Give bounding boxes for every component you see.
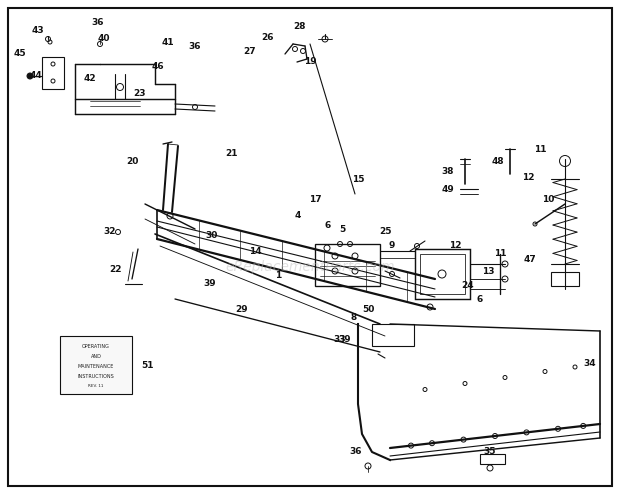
Text: 26: 26	[261, 34, 273, 42]
Circle shape	[27, 73, 33, 79]
Bar	[551, 272, 579, 286]
Text: 46: 46	[152, 63, 164, 72]
Text: 49: 49	[441, 184, 454, 194]
Bar	[415, 249, 470, 299]
Bar	[420, 254, 465, 294]
Text: 39: 39	[339, 334, 352, 343]
Text: 10: 10	[542, 195, 554, 204]
Text: AND: AND	[91, 354, 102, 359]
Text: 36: 36	[350, 448, 362, 456]
Bar	[60, 336, 132, 394]
Text: 12: 12	[449, 242, 461, 250]
Text: 21: 21	[226, 150, 238, 159]
Text: 25: 25	[379, 228, 391, 237]
Text: 42: 42	[84, 75, 96, 83]
Text: 15: 15	[352, 174, 365, 183]
Text: 27: 27	[244, 47, 256, 56]
Text: 43: 43	[32, 27, 44, 36]
Text: 9: 9	[389, 242, 395, 250]
Text: 29: 29	[236, 304, 249, 314]
Text: 38: 38	[441, 167, 454, 176]
Text: 50: 50	[362, 304, 374, 314]
Text: 12: 12	[522, 173, 534, 182]
Text: MAINTENANCE: MAINTENANCE	[78, 364, 114, 369]
Text: 47: 47	[524, 255, 536, 264]
Text: 19: 19	[304, 57, 316, 67]
Text: 36: 36	[92, 18, 104, 28]
Text: eReplacementParts.com: eReplacementParts.com	[225, 260, 395, 274]
Text: OPERATING: OPERATING	[82, 343, 110, 348]
Text: 6: 6	[477, 295, 483, 304]
Bar	[315, 244, 380, 286]
Text: 45: 45	[14, 49, 26, 58]
Text: 30: 30	[206, 232, 218, 241]
Text: 32: 32	[104, 228, 117, 237]
Text: 5: 5	[339, 224, 345, 234]
Bar	[480, 454, 505, 464]
Text: 8: 8	[351, 313, 357, 322]
Text: 11: 11	[534, 145, 546, 154]
Text: 20: 20	[126, 157, 138, 165]
Text: REV. 11: REV. 11	[88, 384, 104, 388]
Text: 22: 22	[108, 264, 122, 274]
Text: 48: 48	[492, 158, 504, 166]
Text: 44: 44	[30, 72, 42, 81]
Bar	[372, 324, 414, 346]
Text: 17: 17	[309, 195, 321, 204]
Text: 36: 36	[188, 42, 202, 51]
Bar	[42, 57, 64, 89]
Text: 34: 34	[583, 360, 596, 369]
Text: INSTRUCTIONS: INSTRUCTIONS	[78, 373, 114, 378]
Text: 41: 41	[162, 39, 174, 47]
Text: 51: 51	[142, 362, 154, 370]
Text: 4: 4	[295, 211, 301, 220]
Text: 6: 6	[325, 221, 331, 231]
Text: 23: 23	[134, 89, 146, 98]
Text: 28: 28	[294, 23, 306, 32]
Text: 11: 11	[494, 249, 507, 258]
Text: 1: 1	[275, 272, 281, 281]
Text: 24: 24	[462, 282, 474, 290]
Text: 14: 14	[249, 247, 261, 256]
Text: 40: 40	[98, 35, 110, 43]
Text: 39: 39	[204, 280, 216, 288]
Text: 13: 13	[482, 267, 494, 277]
Text: 33: 33	[334, 334, 346, 343]
Text: 35: 35	[484, 448, 496, 456]
